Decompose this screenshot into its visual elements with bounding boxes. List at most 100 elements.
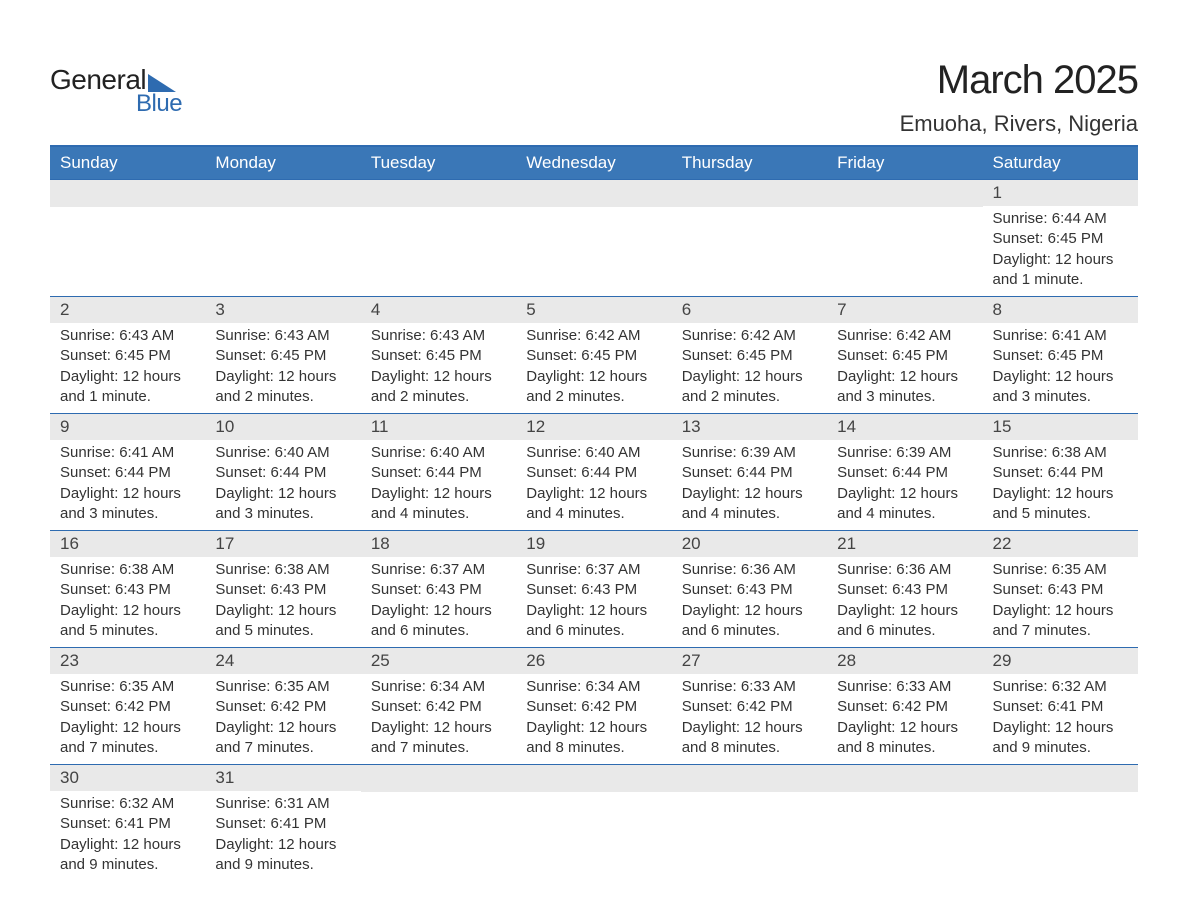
day-cell: 14Sunrise: 6:39 AMSunset: 6:44 PMDayligh… xyxy=(827,414,982,530)
day-cell: 20Sunrise: 6:36 AMSunset: 6:43 PMDayligh… xyxy=(672,531,827,647)
day-cell: 19Sunrise: 6:37 AMSunset: 6:43 PMDayligh… xyxy=(516,531,671,647)
day-number: 13 xyxy=(672,414,827,440)
sunrise-line: Sunrise: 6:40 AM xyxy=(215,443,350,463)
daylight-line: Daylight: 12 hours and 6 minutes. xyxy=(526,601,661,642)
sunrise-line: Sunrise: 6:32 AM xyxy=(60,794,195,814)
daylight-line: Daylight: 12 hours and 7 minutes. xyxy=(993,601,1128,642)
sunset-line: Sunset: 6:42 PM xyxy=(682,697,817,717)
daylight-line: Daylight: 12 hours and 2 minutes. xyxy=(526,367,661,408)
day-details xyxy=(205,207,360,216)
day-details: Sunrise: 6:39 AMSunset: 6:44 PMDaylight:… xyxy=(672,440,827,530)
sunrise-line: Sunrise: 6:42 AM xyxy=(837,326,972,346)
day-cell xyxy=(672,765,827,881)
daylight-line: Daylight: 12 hours and 4 minutes. xyxy=(682,484,817,525)
weeks-container: 1Sunrise: 6:44 AMSunset: 6:45 PMDaylight… xyxy=(50,179,1138,881)
title-block: March 2025 Emuoha, Rivers, Nigeria xyxy=(900,40,1138,137)
daylight-line: Daylight: 12 hours and 8 minutes. xyxy=(837,718,972,759)
day-number: 22 xyxy=(983,531,1138,557)
sunset-line: Sunset: 6:43 PM xyxy=(837,580,972,600)
day-cell: 11Sunrise: 6:40 AMSunset: 6:44 PMDayligh… xyxy=(361,414,516,530)
sunset-line: Sunset: 6:44 PM xyxy=(526,463,661,483)
daylight-line: Daylight: 12 hours and 2 minutes. xyxy=(371,367,506,408)
day-cell xyxy=(516,765,671,881)
week-row: 2Sunrise: 6:43 AMSunset: 6:45 PMDaylight… xyxy=(50,296,1138,413)
sunset-line: Sunset: 6:42 PM xyxy=(60,697,195,717)
weekday-header-row: Sunday Monday Tuesday Wednesday Thursday… xyxy=(50,145,1138,179)
week-row: 16Sunrise: 6:38 AMSunset: 6:43 PMDayligh… xyxy=(50,530,1138,647)
day-details xyxy=(983,792,1138,801)
daylight-line: Daylight: 12 hours and 1 minute. xyxy=(993,250,1128,291)
sunset-line: Sunset: 6:41 PM xyxy=(60,814,195,834)
day-details: Sunrise: 6:35 AMSunset: 6:42 PMDaylight:… xyxy=(205,674,360,764)
daylight-line: Daylight: 12 hours and 2 minutes. xyxy=(215,367,350,408)
day-number: 26 xyxy=(516,648,671,674)
day-cell: 30Sunrise: 6:32 AMSunset: 6:41 PMDayligh… xyxy=(50,765,205,881)
sunset-line: Sunset: 6:45 PM xyxy=(837,346,972,366)
day-number: 27 xyxy=(672,648,827,674)
day-cell: 1Sunrise: 6:44 AMSunset: 6:45 PMDaylight… xyxy=(983,180,1138,296)
day-cell: 12 Sunrise: 6:40 AMSunset: 6:44 PMDayligh… xyxy=(516,414,671,530)
day-cell: 23Sunrise: 6:35 AMSunset: 6:42 PMDayligh… xyxy=(50,648,205,764)
day-cell: 2Sunrise: 6:43 AMSunset: 6:45 PMDaylight… xyxy=(50,297,205,413)
day-number: 21 xyxy=(827,531,982,557)
day-number: 14 xyxy=(827,414,982,440)
day-details: Sunrise: 6:35 AMSunset: 6:42 PMDaylight:… xyxy=(50,674,205,764)
day-number xyxy=(672,765,827,792)
sunset-line: Sunset: 6:45 PM xyxy=(993,229,1128,249)
day-details xyxy=(50,207,205,216)
sunrise-line: Sunrise: 6:41 AM xyxy=(60,443,195,463)
day-details: Sunrise: 6:43 AMSunset: 6:45 PMDaylight:… xyxy=(361,323,516,413)
sunrise-line: Sunrise: 6:40 AM xyxy=(526,443,661,463)
day-details: Sunrise: 6:36 AMSunset: 6:43 PMDaylight:… xyxy=(672,557,827,647)
day-number: 23 xyxy=(50,648,205,674)
sunset-line: Sunset: 6:42 PM xyxy=(526,697,661,717)
daylight-line: Daylight: 12 hours and 2 minutes. xyxy=(682,367,817,408)
day-details: Sunrise: 6:42 AMSunset: 6:45 PMDaylight:… xyxy=(672,323,827,413)
sunrise-line: Sunrise: 6:35 AM xyxy=(993,560,1128,580)
day-details xyxy=(361,207,516,216)
day-number: 18 xyxy=(361,531,516,557)
brand-word-general: General xyxy=(50,64,146,96)
day-number: 31 xyxy=(205,765,360,791)
day-number xyxy=(361,180,516,207)
sunrise-line: Sunrise: 6:37 AM xyxy=(526,560,661,580)
day-cell: 10Sunrise: 6:40 AMSunset: 6:44 PMDayligh… xyxy=(205,414,360,530)
day-cell: 5Sunrise: 6:42 AMSunset: 6:45 PMDaylight… xyxy=(516,297,671,413)
sunrise-line: Sunrise: 6:35 AM xyxy=(60,677,195,697)
day-details xyxy=(516,792,671,801)
day-number: 9 xyxy=(50,414,205,440)
sunset-line: Sunset: 6:43 PM xyxy=(993,580,1128,600)
day-cell xyxy=(672,180,827,296)
day-details: Sunrise: 6:37 AMSunset: 6:43 PMDaylight:… xyxy=(361,557,516,647)
sunset-line: Sunset: 6:45 PM xyxy=(993,346,1128,366)
day-details xyxy=(361,792,516,801)
month-year-title: March 2025 xyxy=(900,58,1138,103)
day-number xyxy=(205,180,360,207)
day-cell: 21Sunrise: 6:36 AMSunset: 6:43 PMDayligh… xyxy=(827,531,982,647)
sunset-line: Sunset: 6:44 PM xyxy=(215,463,350,483)
sunrise-line: Sunrise: 6:43 AM xyxy=(60,326,195,346)
sunset-line: Sunset: 6:43 PM xyxy=(526,580,661,600)
day-number xyxy=(50,180,205,207)
day-number xyxy=(827,765,982,792)
day-details xyxy=(672,207,827,216)
daylight-line: Daylight: 12 hours and 4 minutes. xyxy=(526,484,661,525)
day-cell xyxy=(516,180,671,296)
day-cell: 3Sunrise: 6:43 AMSunset: 6:45 PMDaylight… xyxy=(205,297,360,413)
weekday-header: Thursday xyxy=(672,147,827,179)
week-row: 9Sunrise: 6:41 AMSunset: 6:44 PMDaylight… xyxy=(50,413,1138,530)
sunrise-line: Sunrise: 6:33 AM xyxy=(837,677,972,697)
day-number: 15 xyxy=(983,414,1138,440)
sunset-line: Sunset: 6:44 PM xyxy=(837,463,972,483)
daylight-line: Daylight: 12 hours and 5 minutes. xyxy=(993,484,1128,525)
weekday-header: Wednesday xyxy=(516,147,671,179)
daylight-line: Daylight: 12 hours and 7 minutes. xyxy=(60,718,195,759)
day-details: Sunrise: 6:37 AMSunset: 6:43 PMDaylight:… xyxy=(516,557,671,647)
week-row: 30Sunrise: 6:32 AMSunset: 6:41 PMDayligh… xyxy=(50,764,1138,881)
day-number: 12 xyxy=(516,414,671,440)
day-number: 3 xyxy=(205,297,360,323)
daylight-line: Daylight: 12 hours and 7 minutes. xyxy=(215,718,350,759)
day-number: 28 xyxy=(827,648,982,674)
day-cell xyxy=(827,180,982,296)
day-details: Sunrise: 6:44 AMSunset: 6:45 PMDaylight:… xyxy=(983,206,1138,296)
